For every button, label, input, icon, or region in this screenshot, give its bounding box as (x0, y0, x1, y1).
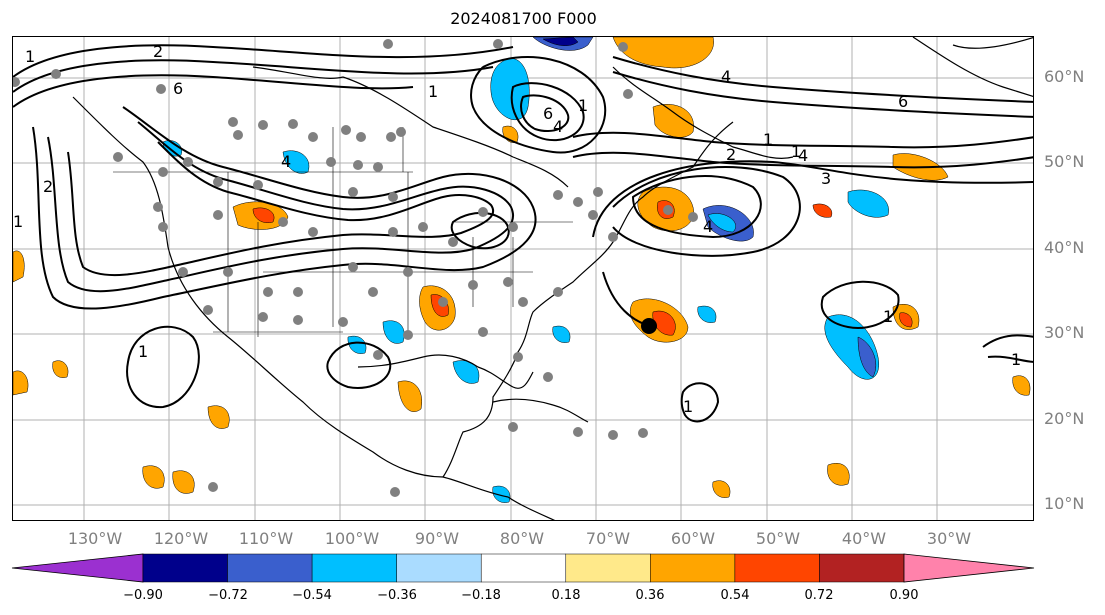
station-markers (13, 39, 698, 497)
lat-label: 50°N (1044, 152, 1085, 171)
contour-label: 2 (153, 42, 163, 61)
colorbar-segment (396, 553, 482, 583)
contour-label: 4 (721, 67, 731, 86)
contour-label: 1 (13, 212, 23, 231)
contour-label: 6 (173, 79, 183, 98)
lat-label: 40°N (1044, 238, 1085, 257)
contour-label: 2 (43, 177, 53, 196)
lon-label: 110°W (238, 529, 294, 548)
colorbar-tick-label: 0.72 (804, 588, 834, 603)
colorbar-tick-label: −0.18 (461, 588, 501, 603)
lon-label: 30°W (926, 529, 972, 548)
lat-label: 10°N (1044, 494, 1085, 513)
lon-label: 60°W (670, 529, 716, 548)
colorbar-segment (480, 553, 567, 583)
contour-label: 1 (138, 342, 148, 361)
colorbar-tick-label: 0.18 (551, 588, 581, 603)
colorbar-segment (734, 553, 820, 583)
colorbar-segment (311, 553, 397, 583)
contour-label: 1 (578, 96, 588, 115)
colorbar-segments (11, 553, 1035, 583)
contour-label: 4 (281, 152, 291, 171)
colorbar-segment (227, 553, 313, 583)
lat-label: 60°N (1044, 67, 1085, 86)
contour-label: 1 (25, 47, 35, 66)
colorbar (11, 553, 1035, 583)
map-svg: 6 4 2 1 4 6 1 1 4 1 2 3 1 4 6 2 4 1 1 1 … (13, 37, 1033, 520)
contour-label: 3 (821, 169, 831, 188)
map-title: 2024081700 F000 (450, 9, 597, 28)
lon-label: 70°W (585, 529, 631, 548)
map-panel: 6 4 2 1 4 6 1 1 4 1 2 3 1 4 6 2 4 1 1 1 … (12, 36, 1034, 521)
lon-label: 50°W (755, 529, 801, 548)
colorbar-tick-label: −0.72 (208, 588, 248, 603)
colorbar-tick-label: 0.54 (720, 588, 750, 603)
contour-label: 4 (703, 217, 713, 236)
contour-label: 1 (428, 82, 438, 101)
storm-center-marker (641, 318, 657, 334)
contour-label: 1 (883, 307, 893, 326)
contour-label: 4 (798, 146, 808, 165)
contour-label: 1 (763, 130, 773, 149)
colorbar-segment (650, 553, 736, 583)
colorbar-tick-label: 0.36 (635, 588, 665, 603)
lat-label: 30°N (1044, 323, 1085, 342)
lon-label: 100°W (324, 529, 380, 548)
colorbar-extend-min (11, 553, 144, 583)
colorbar-tick-label: −0.54 (292, 588, 332, 603)
lat-label: 20°N (1044, 409, 1085, 428)
contour-label: 4 (553, 117, 563, 136)
contour-label: 2 (726, 145, 736, 164)
colorbar-segment (142, 553, 228, 583)
lon-label: 120°W (153, 529, 209, 548)
lon-label: 90°W (414, 529, 460, 548)
contour-label: 1 (1011, 350, 1021, 369)
colorbar-extend-max (903, 553, 1035, 583)
lon-label: 40°W (841, 529, 887, 548)
colorbar-segment (819, 553, 905, 583)
colorbar-tick-label: −0.36 (377, 588, 417, 603)
contour-label: 1 (683, 397, 693, 416)
contour-lines (13, 44, 1033, 423)
lon-label: 80°W (499, 529, 545, 548)
lon-label: 130°W (67, 529, 123, 548)
colorbar-tick-label: 0.90 (889, 588, 919, 603)
contour-label-group: 6 4 2 1 4 6 1 1 4 1 2 3 1 4 6 2 4 1 1 1 … (13, 42, 1021, 416)
contour-label: 1 (791, 142, 801, 161)
contour-label: 6 (543, 104, 553, 123)
contour-label: 6 (898, 92, 908, 111)
colorbar-tick-label: −0.90 (123, 588, 163, 603)
anomaly-shading (13, 37, 1031, 503)
coastlines (72, 37, 1033, 520)
colorbar-segment (565, 553, 651, 583)
